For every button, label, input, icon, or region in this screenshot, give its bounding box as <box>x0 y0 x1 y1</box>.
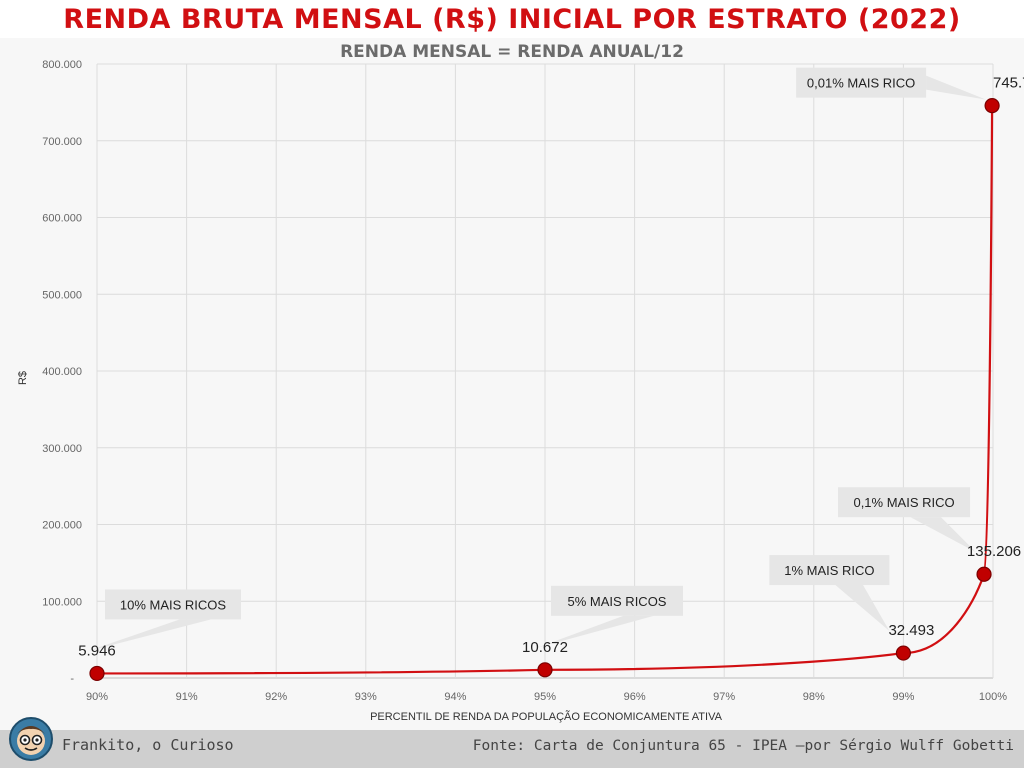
y-tick-label: 800.000 <box>42 59 82 71</box>
data-point-marker <box>984 98 1000 114</box>
y-tick-label: 100.000 <box>42 596 82 608</box>
callout-text: 0,1% MAIS RICO <box>853 495 954 510</box>
callout-box <box>551 585 683 616</box>
data-value-label: 5.946 <box>78 642 116 659</box>
x-tick-label: 94% <box>444 691 466 703</box>
callout-pointer <box>835 585 890 632</box>
callout-text: 10% MAIS RICOS <box>120 597 227 612</box>
x-axis-ticks: 90% 91% 92% 93% 94% 95% 96% 97% 98% 99% 100% <box>86 691 1007 703</box>
callout-box <box>838 487 971 518</box>
y-tick-label: 500.000 <box>42 289 82 301</box>
y-tick-label: 400.000 <box>42 366 82 378</box>
callout-box <box>796 67 927 98</box>
callout-box <box>769 555 890 586</box>
callout-text: 5% MAIS RICOS <box>568 594 667 609</box>
data-value-label: 745.742 <box>993 75 1024 92</box>
x-tick-label: 91% <box>176 691 198 703</box>
grid-lines <box>96 63 994 679</box>
y-tick-label: 200.000 <box>42 520 82 532</box>
x-tick-label: 92% <box>265 691 287 703</box>
callout-text: 0,01% MAIS RICO <box>807 76 915 91</box>
chart-title: RENDA BRUTA MENSAL (R$) INICIAL POR ESTR… <box>63 4 961 35</box>
data-point-marker <box>895 645 912 661</box>
x-tick-label: 98% <box>803 691 825 703</box>
x-tick-label: 97% <box>713 691 735 703</box>
x-tick-label: 90% <box>86 691 108 703</box>
data-value-label: 10.672 <box>522 639 568 656</box>
source-note: Fonte: Carta de Conjuntura 65 - IPEA –po… <box>472 738 1014 754</box>
annotation-callouts: 10% MAIS RICOS 5% MAIS RICOS 1% MAIS RICO 0… <box>87 67 987 652</box>
data-value-label: 135.206 <box>967 543 1021 560</box>
data-point-marker <box>537 662 553 678</box>
y-tick-label: 300.000 <box>42 443 82 455</box>
data-markers <box>89 98 1000 682</box>
x-tick-label: 99% <box>892 691 914 703</box>
y-tick-label: 700.000 <box>42 136 82 148</box>
data-point-marker <box>89 665 105 682</box>
frankito-avatar-icon <box>9 717 53 761</box>
callout-text: 1% MAIS RICO <box>784 563 874 578</box>
callout-pointer <box>537 615 654 648</box>
y-tick-label: 600.000 <box>42 213 82 225</box>
y-axis-label: R$ <box>17 371 29 385</box>
x-tick-label: 95% <box>534 691 556 703</box>
footer-bar <box>0 730 1024 768</box>
data-labels: 5.946 10.672 32.493 135.206 745.742 <box>78 75 1024 660</box>
x-tick-label: 100% <box>979 691 1007 703</box>
x-tick-label: 96% <box>624 691 646 703</box>
callout-pointer <box>910 517 977 553</box>
callout-pointer <box>926 75 987 100</box>
callout-box <box>105 589 241 620</box>
data-value-label: 32.493 <box>888 622 934 639</box>
chart-subtitle: RENDA MENSAL = RENDA ANUAL/12 <box>340 42 684 62</box>
y-tick-label: - <box>70 673 74 685</box>
brand-name: Frankito, o Curioso <box>62 736 234 754</box>
y-axis-ticks: - 100.000 200.000 300.000 400.000 500.000 600.… <box>42 59 82 685</box>
callout-pointer <box>87 619 212 652</box>
x-axis-label: PERCENTIL DE RENDA DA POPULAÇÃO ECONOMIC… <box>370 710 723 723</box>
data-point-marker <box>976 566 992 582</box>
x-tick-label: 93% <box>355 691 377 703</box>
series-line <box>96 105 994 675</box>
